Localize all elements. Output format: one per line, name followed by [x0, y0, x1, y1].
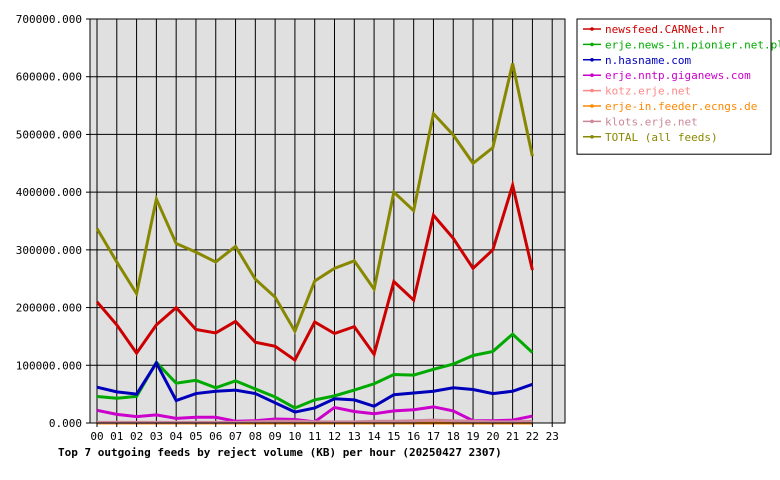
x-tick-label: 18 — [447, 430, 460, 443]
chart-title: Top 7 outgoing feeds by reject volume (K… — [58, 446, 502, 459]
x-tick-label: 08 — [249, 430, 262, 443]
series-line — [95, 179, 534, 363]
legend-marker — [590, 104, 594, 108]
x-tick-label: 23 — [546, 430, 559, 443]
legend-marker — [590, 42, 594, 47]
x-tick-label: 04 — [170, 430, 184, 443]
x-tick-label: 07 — [229, 430, 242, 443]
legend-marker — [590, 135, 594, 139]
y-tick-label: 600000.000 — [16, 71, 82, 84]
y-tick-label: 500000.000 — [16, 128, 82, 141]
legend-label: TOTAL (all feeds) — [605, 131, 718, 144]
legend-label: erje.nntp.giganews.com — [605, 69, 751, 82]
x-tick-label: 00 — [90, 430, 103, 443]
legend-label: klots.erje.net — [605, 115, 698, 128]
x-tick-label: 21 — [506, 430, 519, 443]
y-tick-label: 300000.000 — [16, 244, 82, 257]
legend-label: kotz.erje.net — [605, 85, 691, 98]
x-tick-label: 22 — [526, 430, 539, 443]
x-tick-label: 16 — [407, 430, 420, 443]
x-tick-label: 14 — [367, 430, 381, 443]
x-tick-label: 20 — [486, 430, 499, 443]
y-tick-label: 0.000 — [49, 417, 82, 430]
y-tick-label: 100000.000 — [16, 359, 82, 372]
legend-marker — [590, 27, 594, 31]
x-tick-label: 05 — [189, 430, 202, 443]
x-tick-label: 01 — [110, 430, 123, 443]
y-axis-ticks: 0.000 100000.000 200000.000 300000.000 40000… — [16, 13, 90, 430]
x-axis-ticks: 00 01 02 03 04 05 06 07 08 09 10 11 12 13 14 15 16 17 18 19… — [90, 423, 559, 443]
legend-label: n.hasname.com — [605, 54, 691, 67]
x-tick-label: 12 — [328, 430, 341, 443]
x-tick-label: 11 — [308, 430, 321, 443]
x-tick-label: 19 — [466, 430, 479, 443]
series-line — [95, 63, 534, 335]
legend-label: newsfeed.CARNet.hr — [605, 23, 725, 36]
plot-frame — [89, 18, 566, 424]
legend-box — [576, 18, 772, 155]
legend-marker — [590, 88, 594, 93]
legend-marker — [590, 119, 594, 124]
x-tick-label: 06 — [209, 430, 222, 443]
y-tick-label: 400000.000 — [16, 186, 82, 199]
x-tick-label: 17 — [427, 430, 440, 443]
x-tick-label: 15 — [387, 430, 400, 443]
series-line — [96, 359, 533, 414]
plot-background — [90, 19, 565, 423]
x-tick-label: 09 — [269, 430, 282, 443]
x-tick-label: 10 — [288, 430, 301, 443]
x-tick-label: 02 — [130, 430, 143, 443]
legend-label: erje-in.feeder.ecngs.de — [605, 100, 757, 113]
legend-marker — [590, 73, 594, 77]
legend: newsfeed.CARNet.hr erje.news-in.pionier.n… — [576, 18, 780, 155]
x-tick-label: 03 — [150, 430, 163, 443]
legend-label: erje.news-in.pionier.net.pl — [605, 38, 780, 51]
series-line — [96, 332, 534, 410]
y-tick-label: 200000.000 — [16, 302, 82, 315]
x-tick-label: 13 — [348, 430, 361, 443]
legend-marker — [590, 58, 594, 62]
series-line — [97, 418, 533, 424]
y-tick-label: 700000.000 — [16, 13, 82, 26]
